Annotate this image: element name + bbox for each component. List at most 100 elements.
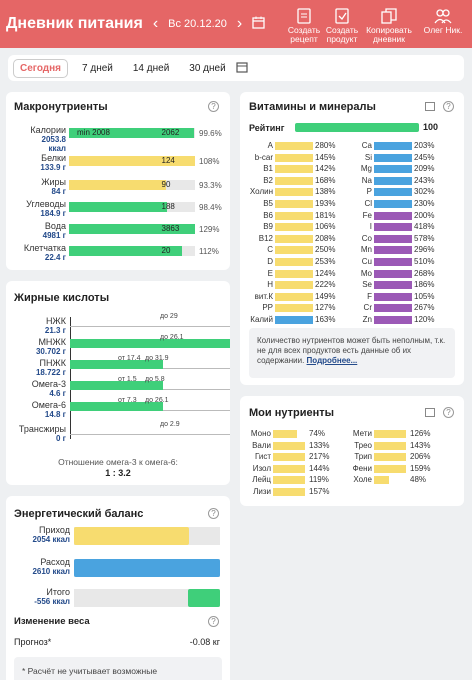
macros-title: Макронутриенты bbox=[14, 101, 108, 113]
nutrient-bar bbox=[273, 441, 305, 450]
user-icon bbox=[434, 9, 452, 24]
vitamin-name: H bbox=[267, 280, 273, 290]
mineral-name: Cl bbox=[364, 199, 372, 208]
mineral-bar bbox=[374, 281, 412, 290]
macro-unit: ккал bbox=[48, 144, 66, 153]
calendar-icon[interactable] bbox=[252, 16, 265, 32]
create-product-button[interactable]: Создать продукт bbox=[320, 8, 364, 44]
macros-help-icon[interactable]: ? bbox=[208, 101, 219, 112]
fatty-acid-max: до 2.9 bbox=[160, 421, 180, 428]
vitamin-name: B6 bbox=[263, 210, 273, 220]
create-recipe-button[interactable]: Создать рецепт bbox=[282, 8, 326, 44]
mineral-bar bbox=[374, 258, 412, 266]
vitamin-percent: 124% bbox=[315, 268, 336, 278]
nutrient-name: Лейц bbox=[252, 475, 271, 484]
nutrient-bar bbox=[374, 430, 406, 438]
fatty-acid-bar-fill bbox=[70, 402, 163, 411]
more-link[interactable]: Подробнее... bbox=[306, 356, 358, 365]
user-menu-button[interactable]: Олег Ник. bbox=[418, 8, 468, 35]
my-table-view-icon[interactable] bbox=[425, 408, 435, 417]
next-day-button[interactable]: › bbox=[236, 15, 243, 32]
mineral-percent: 120% bbox=[414, 315, 435, 324]
energy-bar bbox=[74, 589, 220, 607]
macro-value: 184.9 г bbox=[40, 209, 66, 218]
current-date[interactable]: Вс 20.12.20 bbox=[168, 18, 227, 30]
copy-diary-button[interactable]: Копировать дневник bbox=[364, 8, 414, 44]
mineral-name: P bbox=[366, 187, 372, 197]
nutrient-bar-fill bbox=[374, 453, 406, 461]
mineral-item: Fe 200% bbox=[346, 211, 446, 221]
vitamin-item: B2 168% bbox=[247, 176, 347, 186]
omega-ratio-label: Отношение омега-3 к омега-6: bbox=[58, 457, 178, 467]
vitamin-item: H 222% bbox=[247, 280, 347, 290]
vitamin-bar bbox=[275, 269, 313, 278]
nutrient-name: Изол bbox=[252, 463, 271, 473]
macro-value: 2053.8 bbox=[41, 135, 66, 144]
vitamin-bar bbox=[275, 316, 313, 324]
mineral-percent: 200% bbox=[414, 210, 435, 220]
energy-name: Приход 2054 ккал bbox=[12, 526, 70, 545]
nutrient-name: Вали bbox=[252, 440, 271, 450]
macro-value: 133.9 г bbox=[40, 163, 66, 172]
nutrient-percent: 206% bbox=[410, 452, 431, 461]
weight-change-title: Изменение веса bbox=[14, 616, 90, 627]
macro-bar-fill bbox=[69, 224, 195, 234]
nutrient-bar-fill bbox=[374, 464, 406, 473]
nutrient-bar bbox=[273, 453, 305, 461]
vitamins-help-icon[interactable]: ? bbox=[443, 101, 454, 112]
app-title: Дневник питания bbox=[6, 15, 143, 32]
vitamin-item: B9 106% bbox=[247, 222, 347, 232]
table-view-icon[interactable] bbox=[425, 102, 435, 111]
energy-value: 2054 ккал bbox=[32, 535, 70, 544]
mineral-name: Na bbox=[361, 175, 372, 185]
my-nutrients-help-icon[interactable]: ? bbox=[443, 407, 454, 418]
vitamin-bar bbox=[275, 292, 313, 301]
weight-help-icon[interactable]: ? bbox=[208, 616, 219, 627]
macro-bar-fill bbox=[69, 128, 195, 138]
vitamin-name: B5 bbox=[263, 199, 273, 208]
vitamin-percent: 250% bbox=[315, 245, 336, 255]
energy-value: 2610 ккал bbox=[32, 567, 70, 576]
tab-30-days[interactable]: 30 дней bbox=[189, 62, 226, 74]
mineral-bar bbox=[374, 269, 412, 278]
mineral-bar bbox=[374, 165, 412, 174]
nutrient-name: Фени bbox=[352, 463, 372, 473]
mineral-name: Mn bbox=[360, 245, 372, 255]
macro-bar: 20 bbox=[69, 246, 195, 256]
macro-target-value: 90 bbox=[161, 180, 171, 189]
nutrient-name: Трео bbox=[354, 440, 372, 450]
macro-percent: 112% bbox=[199, 247, 219, 256]
nutrient-name: Мети bbox=[352, 429, 372, 438]
period-calendar-icon[interactable] bbox=[236, 61, 248, 76]
fatty-acid-max: до 5.8 bbox=[145, 376, 165, 383]
forecast-label: Прогноз* bbox=[14, 637, 52, 647]
energy-title: Энергетический баланс bbox=[14, 508, 144, 520]
macro-bar: 3863 bbox=[69, 224, 195, 234]
energy-value: -556 ккал bbox=[34, 597, 70, 606]
mineral-name: Co bbox=[361, 233, 372, 243]
period-tabs: Сегодня 7 дней 14 дней 30 дней bbox=[8, 55, 464, 81]
tab-today[interactable]: Сегодня bbox=[13, 58, 69, 78]
energy-help-icon[interactable]: ? bbox=[208, 508, 219, 519]
mineral-name: I bbox=[369, 222, 372, 232]
energy-name: Итого -556 ккал bbox=[12, 588, 70, 607]
app-header: Дневник питания ‹ Вс 20.12.20 › Создать … bbox=[0, 0, 472, 48]
nutrient-bar-fill bbox=[374, 476, 390, 484]
left-nutrient-item: Лизи 157% bbox=[245, 487, 345, 497]
fatty-acid-name: МНЖК 30.702 г bbox=[12, 338, 66, 357]
tab-14-days[interactable]: 14 дней bbox=[132, 62, 170, 74]
prev-day-button[interactable]: ‹ bbox=[152, 15, 159, 32]
rating-bar bbox=[295, 123, 419, 132]
fatty-acid-bar-fill bbox=[70, 339, 230, 348]
create-recipe-icon bbox=[297, 8, 311, 24]
mineral-item: Mo 268% bbox=[346, 269, 446, 279]
nutrient-percent: 157% bbox=[309, 486, 330, 496]
fatty-acid-name: НЖК 21.3 г bbox=[12, 317, 66, 336]
tab-7-days[interactable]: 7 дней bbox=[82, 62, 113, 74]
macro-bar-fill bbox=[69, 246, 183, 256]
macro-target-value: 2062 bbox=[161, 128, 180, 137]
vitamin-percent: 181% bbox=[315, 210, 336, 220]
vitamin-percent: 163% bbox=[315, 315, 336, 324]
energy-card: Энергетический баланс ? Приход 2054 ккал Р… bbox=[6, 496, 230, 680]
forecast-value: -0.08 кг bbox=[189, 637, 220, 647]
